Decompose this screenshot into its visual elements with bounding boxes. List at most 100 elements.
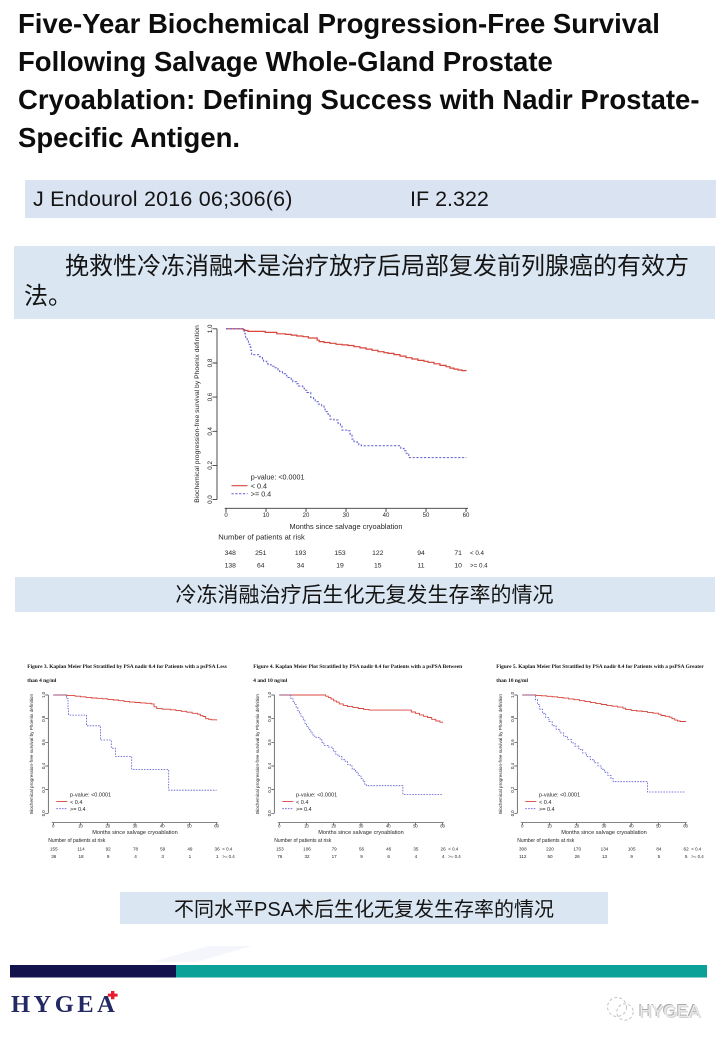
svg-text:92: 92 <box>106 847 112 852</box>
svg-text:10: 10 <box>78 823 83 828</box>
svg-text:< 0.4: < 0.4 <box>539 800 551 806</box>
svg-text:0.8: 0.8 <box>510 715 515 722</box>
svg-text:155: 155 <box>50 847 58 852</box>
svg-text:than 4 ng/ml: than 4 ng/ml <box>27 678 57 684</box>
svg-text:36: 36 <box>51 854 57 859</box>
svg-text:112: 112 <box>519 854 527 859</box>
svg-text:50: 50 <box>547 854 553 859</box>
svg-text:p-value: <0.0001: p-value: <0.0001 <box>70 793 111 799</box>
svg-text:105: 105 <box>628 847 636 852</box>
svg-text:Number of patients at risk: Number of patients at risk <box>218 533 305 542</box>
svg-text:0.0: 0.0 <box>207 495 214 504</box>
svg-text:0.2: 0.2 <box>267 786 272 793</box>
svg-text:5: 5 <box>685 854 688 859</box>
svg-text:60: 60 <box>214 823 219 828</box>
svg-text:170: 170 <box>573 847 581 852</box>
svg-text:36: 36 <box>215 847 221 852</box>
svg-text:0.4: 0.4 <box>267 762 272 769</box>
svg-text:50: 50 <box>656 823 661 828</box>
svg-text:Biochemical progression-free s: Biochemical progression-free survival by… <box>194 325 201 503</box>
svg-text:34: 34 <box>297 563 305 570</box>
svg-text:30: 30 <box>133 823 138 828</box>
svg-text:>= 0.4: >= 0.4 <box>691 854 704 859</box>
svg-text:30: 30 <box>343 513 350 519</box>
svg-text:>= 0.4: >= 0.4 <box>251 490 271 499</box>
svg-text:5: 5 <box>658 854 661 859</box>
svg-text:p-value: <0.0001: p-value: <0.0001 <box>296 793 337 799</box>
svg-text:11: 11 <box>417 563 424 570</box>
svg-text:>= 0.4: >= 0.4 <box>222 854 235 859</box>
svg-text:19: 19 <box>336 563 344 570</box>
svg-text:p-value: <0.0001: p-value: <0.0001 <box>539 793 580 799</box>
svg-text:0.4: 0.4 <box>41 762 46 769</box>
svg-text:10: 10 <box>304 823 309 828</box>
svg-text:1.0: 1.0 <box>207 324 214 333</box>
svg-text:62: 62 <box>684 847 690 852</box>
svg-text:Biochemical progression-free s: Biochemical progression-free survival by… <box>498 694 503 814</box>
svg-text:134: 134 <box>601 847 609 852</box>
svg-text:60: 60 <box>683 823 688 828</box>
svg-text:56: 56 <box>359 847 365 852</box>
svg-text:138: 138 <box>225 563 237 570</box>
svg-text:50: 50 <box>413 823 418 828</box>
svg-text:0: 0 <box>278 823 281 828</box>
svg-text:Figure 4. Kaplan Meier Plot St: Figure 4. Kaplan Meier Plot Stratified b… <box>253 664 462 670</box>
svg-text:>= 0.4: >= 0.4 <box>470 563 488 570</box>
svg-text:40: 40 <box>383 513 390 519</box>
svg-text:< 0.4: < 0.4 <box>296 800 308 806</box>
svg-text:0.0: 0.0 <box>510 810 515 817</box>
svg-text:10: 10 <box>263 513 270 519</box>
svg-text:20: 20 <box>574 823 579 828</box>
svg-text:>= 0.4: >= 0.4 <box>539 807 555 813</box>
svg-text:Months since salvage cryoablat: Months since salvage cryoablation <box>561 830 647 836</box>
svg-text:17: 17 <box>332 854 338 859</box>
svg-text:>= 0.4: >= 0.4 <box>296 807 312 813</box>
svg-text:20: 20 <box>303 513 310 519</box>
svg-text:9: 9 <box>107 854 110 859</box>
svg-text:20: 20 <box>105 823 110 828</box>
svg-text:1: 1 <box>189 854 192 859</box>
svg-text:10: 10 <box>454 563 462 570</box>
svg-text:46: 46 <box>386 847 392 852</box>
svg-text:0.6: 0.6 <box>267 739 272 746</box>
svg-text:Number of patients at risk: Number of patients at risk <box>517 838 574 844</box>
svg-text:40: 40 <box>386 823 391 828</box>
svg-text:153: 153 <box>276 847 284 852</box>
svg-text:< 0.4: < 0.4 <box>251 481 267 490</box>
svg-text:15: 15 <box>374 563 382 570</box>
svg-text:Biochemical progression-free s: Biochemical progression-free survival by… <box>255 694 260 814</box>
svg-text:153: 153 <box>334 550 346 557</box>
svg-text:0.6: 0.6 <box>510 739 515 746</box>
svg-text:64: 64 <box>257 563 265 570</box>
svg-text:3: 3 <box>161 854 164 859</box>
svg-text:251: 251 <box>255 550 267 557</box>
svg-text:0.8: 0.8 <box>267 715 272 722</box>
svg-text:79: 79 <box>332 847 338 852</box>
svg-text:1.0: 1.0 <box>510 691 515 698</box>
svg-text:35: 35 <box>413 847 419 852</box>
svg-text:220: 220 <box>546 847 554 852</box>
svg-text:50: 50 <box>187 823 192 828</box>
svg-text:0.2: 0.2 <box>510 786 515 793</box>
svg-text:Figure 3. Kaplan Meier Plot St: Figure 3. Kaplan Meier Plot Stratified b… <box>27 664 227 670</box>
svg-text:Number of patients at risk: Number of patients at risk <box>48 838 105 844</box>
svg-text:4: 4 <box>134 854 137 859</box>
svg-text:< 0.4: < 0.4 <box>691 847 701 852</box>
svg-text:30: 30 <box>602 823 607 828</box>
svg-text:71: 71 <box>454 550 462 557</box>
svg-text:0.2: 0.2 <box>207 461 214 470</box>
svg-text:4 and 10 ng/ml: 4 and 10 ng/ml <box>253 678 288 684</box>
svg-text:94: 94 <box>417 550 425 557</box>
svg-text:122: 122 <box>372 550 384 557</box>
svg-text:193: 193 <box>295 550 307 557</box>
svg-text:0.6: 0.6 <box>41 739 46 746</box>
svg-text:4: 4 <box>442 854 445 859</box>
svg-text:0: 0 <box>224 513 228 519</box>
svg-text:0.4: 0.4 <box>207 426 214 435</box>
svg-text:0.0: 0.0 <box>267 810 272 817</box>
svg-text:30: 30 <box>359 823 364 828</box>
svg-text:40: 40 <box>629 823 634 828</box>
svg-text:32: 32 <box>304 854 310 859</box>
svg-text:348: 348 <box>225 550 237 557</box>
svg-text:40: 40 <box>160 823 165 828</box>
